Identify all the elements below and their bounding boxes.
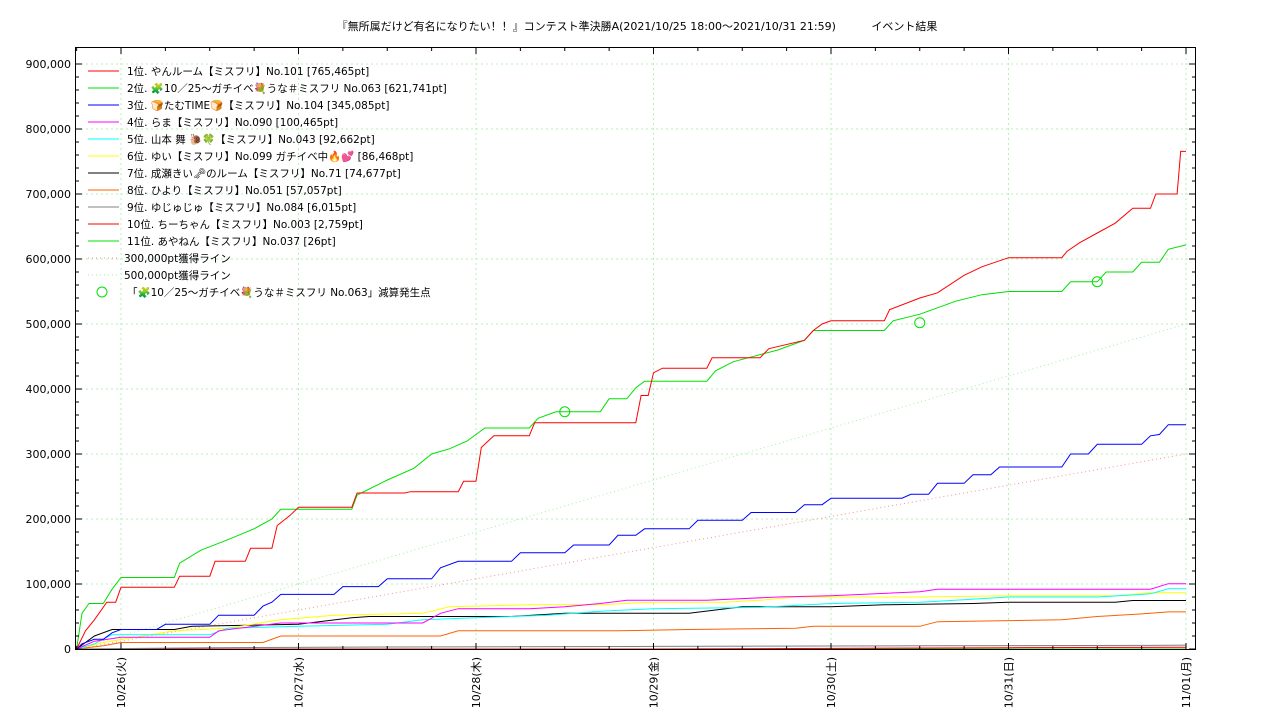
series-line — [76, 583, 1186, 650]
legend-label: 3位. 🍞たむTIME🍞【ミスフリ】No.104 [345,085pt] — [127, 99, 389, 112]
y-tick-label: 100,000 — [26, 578, 72, 591]
y-tick-label: 400,000 — [26, 383, 72, 396]
series-line — [76, 150, 1186, 650]
y-tick-label: 200,000 — [26, 513, 72, 526]
legend-label: 1位. やんルーム【ミスフリ】No.101 [765,465pt] — [127, 65, 369, 78]
legend-label: 4位. らま【ミスフリ】No.090 [100,465pt] — [127, 116, 338, 129]
chart-title: 『無所属だけど有名になりたい！！』コンテスト準決勝A(2021/10/25 18… — [337, 19, 938, 33]
series-line — [76, 453, 1187, 650]
grid — [76, 48, 1195, 649]
y-tick-label: 300,000 — [26, 448, 72, 461]
chart-subtitle-text: イベント結果 — [871, 19, 937, 33]
legend-label: 6位. ゆい【ミスフリ】No.099 ガチイベ中🔥💕 [86,468pt] — [127, 150, 413, 163]
legend-label: 7位. 成瀬きい🗝のルーム【ミスフリ】No.71 [74,677pt] — [127, 167, 401, 180]
legend-label: 300,000pt獲得ライン — [124, 252, 231, 265]
plot-frame — [75, 47, 1196, 650]
series-line — [76, 611, 1186, 650]
x-tick-label: 10/29(金) — [647, 657, 661, 708]
axis-ticks: 0 100,000 200,000 300,000 400,000 500,000 600,… — [26, 48, 1195, 708]
legend-label: 9位. ゆじゅじゅ【ミスフリ】No.084 [6,015pt] — [127, 201, 356, 214]
chart-title-text: 『無所属だけど有名になりたい！！』コンテスト準決勝A(2021/10/25 18… — [337, 19, 836, 33]
series-line — [76, 244, 1187, 650]
x-tick-label: 10/26(火) — [115, 657, 128, 708]
legend-label: 8位. ひより【ミスフリ】No.051 [57,057pt] — [127, 184, 342, 197]
series-line — [76, 600, 1186, 650]
legend-label: 11位. あやねん【ミスフリ】No.037 [26pt] — [127, 235, 336, 248]
legend-marker-swatch — [96, 286, 108, 298]
marker-layer — [559, 276, 1103, 418]
y-tick-label: 600,000 — [26, 253, 72, 266]
series-line — [76, 424, 1186, 650]
x-tick-label: 11/01(月) — [1180, 657, 1193, 708]
legend-label: 「🧩10／25〜ガチイベ💐うな＃ミスフリ No.063」減算発生点 — [127, 286, 431, 299]
subtraction-marker — [1091, 276, 1103, 288]
x-tick-label: 10/27(水) — [293, 657, 306, 708]
legend-label: 5位. 山本 舞 🐌🍀【ミスフリ】No.043 [92,662pt] — [127, 133, 375, 146]
x-tick-label: 10/31(日) — [1003, 657, 1016, 708]
y-tick-label: 900,000 — [26, 58, 72, 71]
series-line — [76, 323, 1187, 650]
subtraction-marker — [559, 406, 571, 418]
y-tick-label: 500,000 — [26, 318, 72, 331]
x-tick-label: 10/28(木) — [470, 657, 483, 708]
x-tick-label: 10/30(土) — [825, 657, 838, 708]
series-line — [76, 644, 1187, 650]
legend: 1位. やんルーム【ミスフリ】No.101 [765,465pt] 2位. 🧩10… — [88, 65, 447, 299]
legend-label: 10位. ちーちゃん【ミスフリ】No.003 [2,759pt] — [127, 218, 363, 231]
legend-label: 500,000pt獲得ライン — [124, 269, 231, 282]
y-tick-label: 800,000 — [26, 123, 72, 136]
series-line — [76, 588, 1186, 650]
y-tick-label: 700,000 — [26, 188, 72, 201]
legend-label: 2位. 🧩10／25〜ガチイベ💐うな＃ミスフリ No.063 [621,741p… — [127, 82, 447, 95]
subtraction-marker — [914, 317, 926, 329]
y-tick-label: 0 — [64, 643, 71, 656]
